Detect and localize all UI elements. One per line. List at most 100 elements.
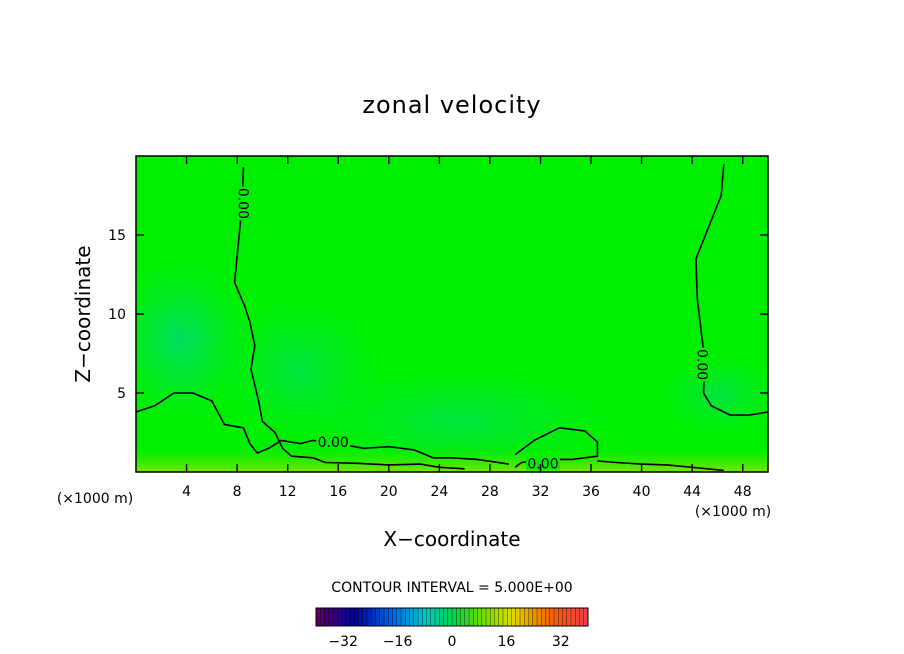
x-tick-label: 32 xyxy=(532,484,550,500)
contour-labels: 0.00 0.00 0.00 0.00 xyxy=(234,186,711,472)
contour-label: 0.00 xyxy=(693,347,711,382)
colorbar-segment xyxy=(371,607,376,627)
colorbar-tick-label: −32 xyxy=(328,634,358,650)
colorbar xyxy=(315,607,589,627)
x-tick-label: 48 xyxy=(734,484,752,500)
y-tick-label: 5 xyxy=(117,386,126,402)
x-tick-label: 36 xyxy=(582,484,600,500)
colorbar-segment xyxy=(511,607,517,627)
colorbar-segment xyxy=(320,607,325,627)
velocity-field xyxy=(136,156,768,472)
x-axis-label: X−coordinate xyxy=(383,527,520,551)
colorbar-segment xyxy=(443,607,449,627)
colorbar-segment xyxy=(439,607,444,627)
y-tick-label: 10 xyxy=(108,307,126,323)
colorbar-segment xyxy=(575,607,580,627)
colorbar-segment xyxy=(456,607,461,627)
colorbar-segment xyxy=(473,607,478,627)
x-tick-label: 20 xyxy=(380,484,398,500)
colorbar-segment xyxy=(562,607,568,627)
x-tick-label: 12 xyxy=(279,484,297,500)
negative-right-patch xyxy=(660,355,768,435)
colorbar-segment xyxy=(549,607,555,627)
contour-label: 0.00 xyxy=(316,433,351,451)
contour-label-text: 0.00 xyxy=(318,435,349,451)
colorbar-segment xyxy=(566,607,572,627)
colorbar-segment xyxy=(337,607,342,627)
colorbar-segment xyxy=(417,607,423,627)
colorbar-segment xyxy=(485,607,491,627)
x-axis-ticks: 4 8 12 16 20 24 28 32 36 40 44 48 xyxy=(182,156,752,500)
y-axis-ticks: 5 10 15 xyxy=(108,228,768,402)
colorbar-segment xyxy=(553,607,559,627)
colorbar-segment xyxy=(413,607,419,627)
x-unit-left: (×1000 m) xyxy=(57,491,133,507)
colorbar-ticks: −32 −16 0 16 32 xyxy=(328,634,569,650)
colorbar-segment xyxy=(519,607,525,627)
colorbar-segment xyxy=(447,607,453,627)
colorbar-segment xyxy=(328,607,334,627)
x-tick-label: 24 xyxy=(430,484,448,500)
colorbar-segment xyxy=(349,607,355,627)
colorbar-segment xyxy=(379,607,385,627)
contour-label: 0.00 xyxy=(526,455,561,472)
colorbar-segment xyxy=(545,607,551,627)
colorbar-segment xyxy=(498,607,504,627)
colorbar-segment xyxy=(375,607,381,627)
colorbar-segment xyxy=(332,607,338,627)
colorbar-segment xyxy=(354,607,359,627)
colorbar-segment xyxy=(366,607,372,627)
colorbar-segment xyxy=(536,607,542,627)
colorbar-segment xyxy=(468,607,474,627)
colorbar-segment xyxy=(558,607,563,627)
contour-lower-left-zero xyxy=(136,392,510,465)
colorbar-segment xyxy=(579,607,585,627)
colorbar-segment xyxy=(532,607,538,627)
negative-low-patch xyxy=(310,370,610,470)
colorbar-segment xyxy=(541,607,546,627)
y-axis-label: Z−coordinate xyxy=(71,245,95,382)
contour-label-text: 0.00 xyxy=(527,456,558,472)
x-tick-label: 40 xyxy=(633,484,651,500)
contour-label-text: 0.00 xyxy=(693,349,709,380)
x-unit-right: (×1000 m) xyxy=(695,504,771,520)
contour-label: 0.00 xyxy=(234,186,252,221)
colorbar-segment xyxy=(515,607,521,627)
x-tick-label: 16 xyxy=(329,484,347,500)
colorbar-segment xyxy=(383,607,389,627)
colorbar-segment xyxy=(426,607,432,627)
colorbar-segment xyxy=(464,607,470,627)
contour-label-text: 0.00 xyxy=(234,188,250,219)
colorbar-segment xyxy=(507,607,512,627)
colorbar-segment xyxy=(502,607,508,627)
x-tick-label: 4 xyxy=(182,484,191,500)
colorbar-segment xyxy=(358,607,364,627)
colorbar-segment xyxy=(362,607,368,627)
x-tick-label: 28 xyxy=(481,484,499,500)
contour-right-vertical-zero xyxy=(695,163,768,416)
colorbar-segment xyxy=(528,607,534,627)
colorbar-frame xyxy=(315,607,589,627)
colorbar-segment xyxy=(494,607,500,627)
colorbar-segment xyxy=(490,607,495,627)
colorbar-segment xyxy=(524,607,529,627)
colorbar-segment xyxy=(400,607,406,627)
colorbar-segment xyxy=(430,607,436,627)
colorbar-segment xyxy=(392,607,398,627)
colorbar-segment xyxy=(324,607,330,627)
colorbar-segment xyxy=(434,607,440,627)
contour-bottom-right-zero xyxy=(597,460,724,472)
colorbar-segment xyxy=(409,607,415,627)
colorbar-tick-label: 16 xyxy=(497,634,515,650)
colorbar-segment xyxy=(570,607,576,627)
contour-interval-text: CONTOUR INTERVAL = 5.000E+00 xyxy=(331,580,572,596)
x-tick-label: 44 xyxy=(683,484,701,500)
colorbar-segment xyxy=(451,607,457,627)
colorbar-tick-label: 0 xyxy=(448,634,457,650)
contour-left-vertical-zero xyxy=(233,167,465,470)
chart-title: zonal velocity xyxy=(362,91,541,119)
colorbar-segment xyxy=(396,607,402,627)
colorbar-segment xyxy=(405,607,410,627)
colorbar-segment xyxy=(388,607,393,627)
